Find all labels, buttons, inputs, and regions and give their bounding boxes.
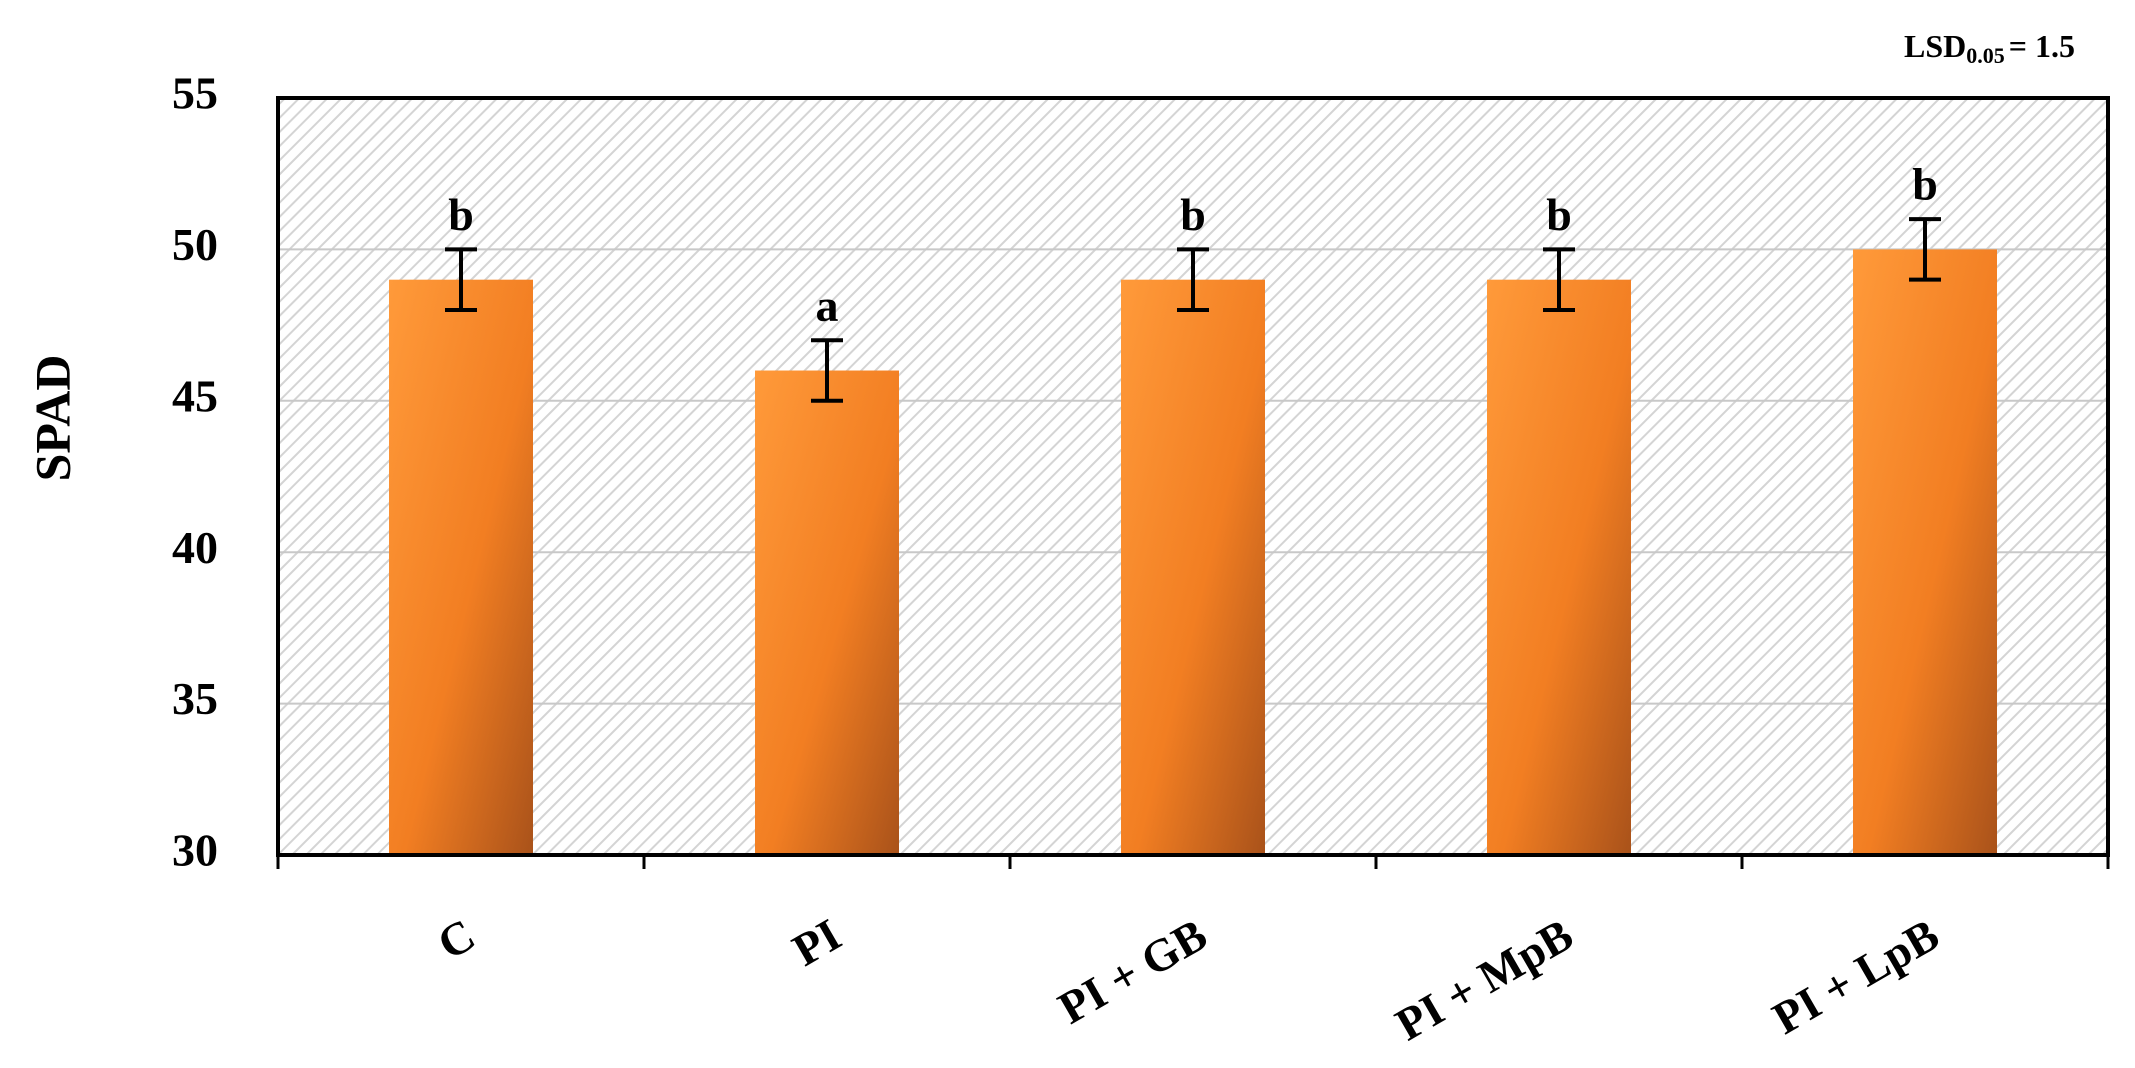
error-bar	[445, 247, 477, 312]
y-tick-label: 55	[172, 68, 218, 119]
lsd-annotation: LSD0.05 = 1.5	[1904, 28, 2075, 68]
error-bar	[1177, 247, 1209, 312]
bar	[755, 370, 899, 855]
y-tick-label: 35	[172, 673, 218, 724]
bar	[1121, 279, 1265, 855]
significance-letter: b	[1912, 159, 1938, 210]
error-bar	[1543, 247, 1575, 312]
x-tick-label: PI + MpB	[1387, 909, 1581, 1051]
bar	[1487, 279, 1631, 855]
bar	[389, 279, 533, 855]
significance-letter: b	[1180, 189, 1206, 240]
x-tick-label: PI + GB	[1050, 909, 1216, 1034]
x-tick-label: C	[429, 909, 483, 970]
significance-letter: b	[1546, 189, 1572, 240]
y-tick-label: 30	[172, 825, 218, 876]
error-bar	[1909, 217, 1941, 282]
significance-letter: b	[448, 189, 474, 240]
y-axis-label: SPAD	[24, 355, 80, 482]
error-bar	[811, 338, 843, 403]
lsd-value: = 1.5	[2009, 28, 2075, 64]
y-tick-label: 45	[172, 370, 218, 421]
x-tick-label: PI + LpB	[1764, 909, 1947, 1044]
significance-letter: a	[816, 280, 839, 331]
lsd-subscript: 0.05	[1966, 43, 2005, 68]
y-tick-label: 40	[172, 522, 218, 573]
x-tick-label: PI	[784, 909, 849, 976]
plot-border	[276, 96, 2110, 857]
lsd-text: LSD	[1904, 28, 1966, 64]
bar	[1853, 249, 1997, 855]
y-tick-label: 50	[172, 219, 218, 270]
